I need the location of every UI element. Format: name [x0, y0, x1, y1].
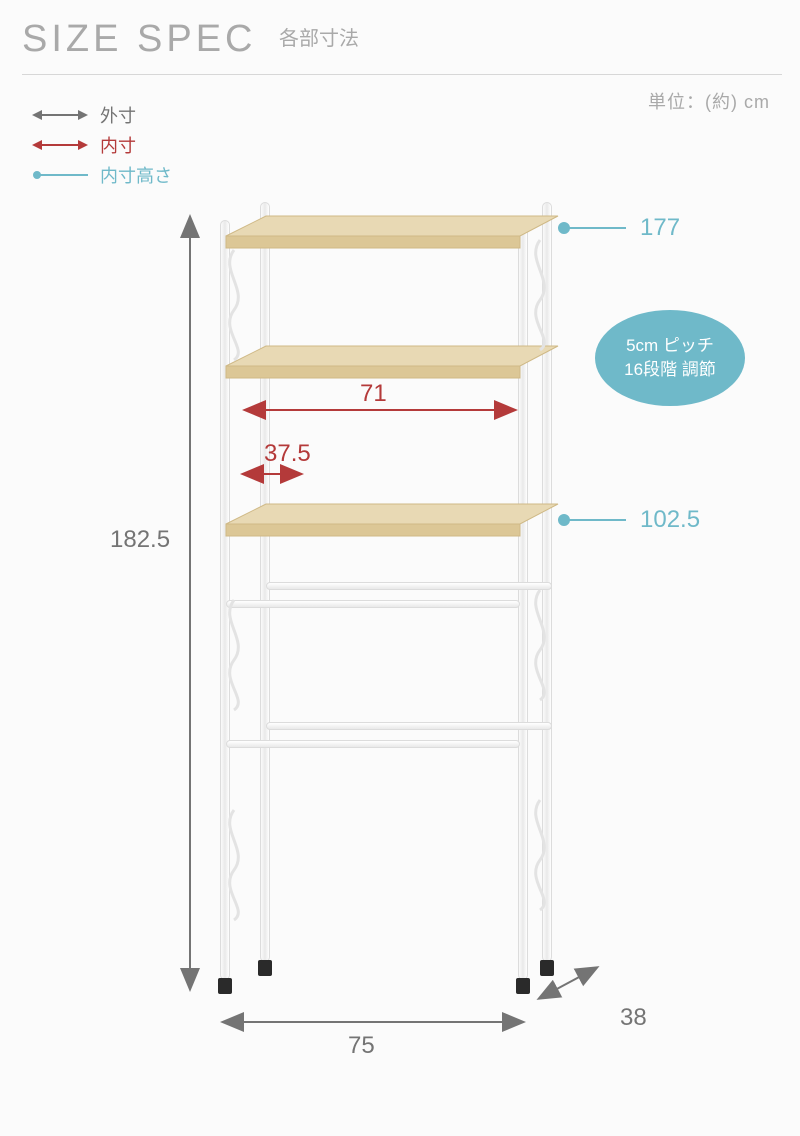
dim-inner-depth: 37.5: [264, 440, 311, 468]
dim-inner-width: 71: [360, 380, 387, 408]
dim-outer-width: 75: [348, 1032, 375, 1060]
dimension-arrows: [0, 0, 800, 1136]
size-spec-diagram: SIZE SPEC 各部寸法 単位：(約) cm 外寸: [0, 0, 800, 1136]
dim-outer-depth: 38: [620, 1004, 647, 1032]
dim-outer-height: 182.5: [110, 526, 170, 554]
dim-height-top: 177: [640, 214, 680, 242]
dim-height-bottom: 102.5: [640, 506, 700, 534]
